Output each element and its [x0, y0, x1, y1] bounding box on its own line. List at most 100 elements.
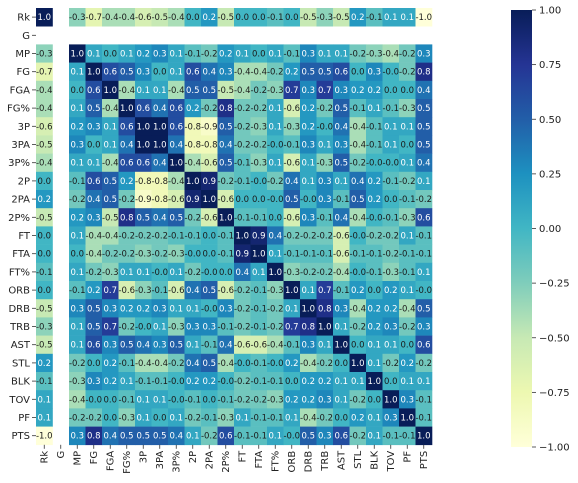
x-tick-label: BLK [370, 450, 381, 469]
cell-value-label: -0.4 [250, 68, 267, 78]
cell-value-label: 0.2 [351, 286, 365, 296]
cell-value-label: 0.6 [103, 68, 117, 78]
cell-value-label: -0.2 [349, 323, 366, 333]
cell-value-label: 0.1 [400, 377, 414, 387]
cell-value-label: 0.2 [37, 359, 51, 369]
cell-value-label: -0.6 [283, 104, 300, 114]
cell-value-label: 1.0 [136, 141, 150, 151]
cell-value-label: 0.1 [87, 50, 101, 60]
cell-value-label: 0.2 [186, 377, 200, 387]
cell-value-label: -0.2 [382, 250, 399, 260]
cell-value-label: -0.4 [102, 13, 119, 23]
y-tick-label: FT% [9, 267, 30, 278]
cell-value-label: -0.1 [250, 432, 267, 442]
cell-value-label: 0.4 [219, 341, 233, 351]
cell-value-label: -0.1 [366, 122, 383, 132]
cell-value-label: -0.3 [36, 323, 53, 333]
cell-value-label: 0.9 [235, 250, 249, 260]
cell-value-label: 0.4 [351, 177, 365, 187]
cell-value-label: -0.3 [36, 50, 53, 60]
cell-value-label: 0.4 [153, 213, 167, 223]
colorbar-tick-label: −1.00 [539, 443, 570, 454]
cell-value-label: 0.1 [384, 13, 398, 23]
cell-value-label: 0.2 [351, 13, 365, 23]
cell-value-label: -0.2 [102, 250, 119, 260]
cell-value-label: -0.1 [69, 286, 86, 296]
cell-value-label: 1.0 [87, 68, 101, 78]
cell-value-label: 0.2 [367, 304, 381, 314]
cell-value-label: -0.5 [151, 13, 168, 23]
x-tick-label: 3P% [172, 451, 183, 473]
cell-value-label: -0.2 [118, 250, 135, 260]
cell-value-label: -0.1 [333, 286, 350, 296]
cell-value-label: 0.5 [417, 122, 431, 132]
cell-value-label: 0.3 [103, 304, 117, 314]
cell-value-label: -0.2 [184, 268, 201, 278]
x-tick-label: 2P% [221, 451, 232, 473]
y-tick-label: PF [18, 413, 30, 424]
cell-value-label: -0.2 [234, 395, 251, 405]
cell-value-label: -0.4 [300, 359, 317, 369]
cell-value-label: 0.2 [120, 304, 134, 314]
cell-value-label: 0.3 [384, 323, 398, 333]
cell-value-label: 0.7 [285, 86, 299, 96]
cell-value-label: -0.6 [283, 159, 300, 169]
cell-value-label: 0.1 [268, 122, 282, 132]
cell-value-label: -0.1 [135, 377, 152, 387]
cell-value-label: 0.4 [334, 122, 348, 132]
cell-value-label: 0.8 [120, 213, 134, 223]
cell-value-label: 1.0 [37, 13, 51, 23]
cell-value-label: -0.0 [85, 395, 102, 405]
cell-value-label: 0.5 [301, 432, 315, 442]
x-tick-label: Rk [40, 451, 51, 464]
cell-value-label: 0.0 [103, 395, 117, 405]
cell-value-label: -0.3 [118, 414, 135, 424]
cell-value-label: -0.1 [250, 213, 267, 223]
cell-value-label: 0.2 [202, 377, 216, 387]
cell-value-label: 0.8 [417, 68, 431, 78]
y-tick-label: G [22, 31, 30, 42]
cell-value-label: 1.0 [384, 395, 398, 405]
cell-value-label: 0.1 [334, 395, 348, 405]
cell-value-label: -0.1 [151, 377, 168, 387]
cell-value-label: 0.0 [268, 213, 282, 223]
cell-value-label: -0.1 [366, 268, 383, 278]
cell-value-label: -0.2 [316, 359, 333, 369]
cell-value-label: -0.1 [36, 377, 53, 387]
cell-value-label: -0.4 [85, 232, 102, 242]
cell-value-label: -0.2 [135, 232, 152, 242]
cell-value-label: 0.1 [169, 414, 183, 424]
cell-value-label: -0.2 [267, 304, 284, 314]
x-tick-label: FG% [122, 451, 133, 474]
cell-value-label: -0.2 [234, 304, 251, 314]
cell-value-label: 0.2 [301, 377, 315, 387]
cell-value-label: -0.5 [333, 13, 350, 23]
cell-value-label: 0.4 [186, 359, 200, 369]
cell-value-label: 0.6 [186, 68, 200, 78]
colorbar-tick-label: 0.00 [539, 224, 561, 235]
cell-value-label: -0.3 [250, 122, 267, 132]
cell-value-label: -0.6 [135, 13, 152, 23]
cell-value-label: -0.2 [267, 323, 284, 333]
cell-value-label: 0.1 [186, 304, 200, 314]
cell-value-label: -0.2 [415, 195, 432, 205]
x-tick-labels: Rk G MP FG FGA FG% 3P 3PA 3P% 2P 2PA 2P% FT FTA FT% ORB… [40, 445, 431, 474]
cell-value-label: -0.4 [85, 250, 102, 260]
x-tick-label: TRB [320, 451, 331, 472]
cell-value-label: 0.2 [70, 122, 84, 132]
cell-value-label: 0.1 [70, 323, 84, 333]
cell-value-label: 0.1 [318, 141, 332, 151]
colorbar-ticks: 1.000.750.500.250.00−0.25−0.50−0.75−1.00 [532, 6, 570, 454]
cell-value-label: -0.1 [316, 213, 333, 223]
cell-value-label: -0.1 [333, 195, 350, 205]
cell-value-label: 0.8 [219, 104, 233, 114]
cell-value-label: 0.5 [417, 141, 431, 151]
cell-value-label: -0.0 [349, 268, 366, 278]
cell-value-label: 0.0 [153, 68, 167, 78]
cell-value-label: 0.6 [87, 86, 101, 96]
cell-value-label: -0.1 [399, 268, 416, 278]
cell-value-label: -0.5 [36, 304, 53, 314]
cell-value-label: -0.4 [118, 13, 135, 23]
x-tick-label: 3PA [155, 451, 166, 470]
cell-value-label: 0.0 [37, 232, 51, 242]
